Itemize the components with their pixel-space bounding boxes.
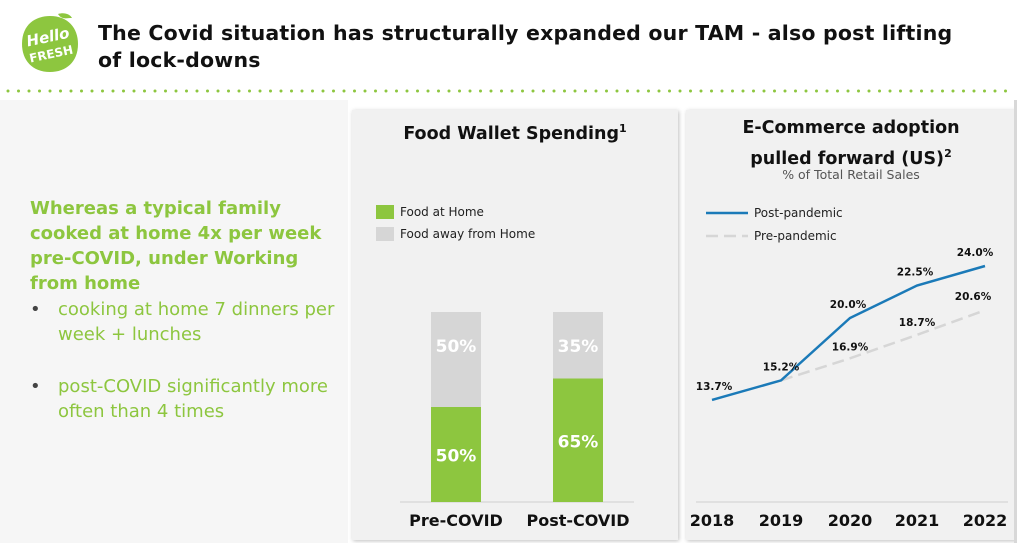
legend-swatch-grey <box>376 227 394 241</box>
post-data-label: 15.2% <box>763 361 800 373</box>
legend-label-post: Post-pandemic <box>754 206 843 220</box>
x-tick-label: 2018 <box>690 511 735 530</box>
headline-text: Whereas a typical family cooked at home … <box>30 198 322 294</box>
pre-data-label: 16.9% <box>832 341 869 353</box>
pre-data-label: 18.7% <box>899 317 936 329</box>
bar-category-label: Post-COVID <box>526 511 629 530</box>
hellofresh-logo: Hello FRESH <box>22 13 78 72</box>
ecommerce-title-line2: pulled forward (US)2 <box>750 147 952 169</box>
legend-label-pre: Pre-pandemic <box>754 229 837 243</box>
x-tick-label: 2019 <box>759 511 804 530</box>
ecommerce-title-line1: E-Commerce adoption <box>742 118 960 138</box>
bar-food-at-home-0 <box>431 407 481 502</box>
dotted-divider <box>6 89 1016 93</box>
bar-data-label: 35% <box>558 337 599 357</box>
bar-category-label: Pre-COVID <box>409 511 503 530</box>
x-tick-label: 2021 <box>895 511 940 530</box>
legend-food-away: Food away from Home <box>376 227 535 241</box>
pre-data-label: 20.6% <box>955 291 992 303</box>
bullet-text: post-COVID significantly more often than… <box>58 376 328 422</box>
bullet-dot: • <box>30 376 41 397</box>
x-tick-label: 2022 <box>963 511 1008 530</box>
bullet-item: • cooking at home 7 dinners per week + l… <box>30 297 350 347</box>
post-data-label: 13.7% <box>696 381 733 393</box>
ecommerce-card: E-Commerce adoption pulled forward (US)2… <box>686 110 1016 540</box>
bullet-item: • post-COVID significantly more often th… <box>30 374 350 424</box>
food-wallet-bar-chart: 50% 50% Pre-COVID 65% 35% Post-COVID <box>400 312 634 530</box>
bar-food-away-1 <box>553 312 603 379</box>
post-data-label: 20.0% <box>830 299 867 311</box>
legend-swatch-green <box>376 205 394 219</box>
bar-food-away-0 <box>431 312 481 407</box>
left-panel-background <box>0 100 348 543</box>
bullet-dot: • <box>30 299 41 320</box>
post-data-label: 22.5% <box>897 267 934 279</box>
bar-data-label: 50% <box>436 447 477 467</box>
ecommerce-line-chart: Post-pandemic Pre-pandemic 13.7% 15.2% 20.0%… <box>690 206 1008 530</box>
bullet-text: cooking at home 7 dinners per week + lun… <box>58 299 335 345</box>
bar-data-label: 65% <box>558 432 599 452</box>
series-line-post-pandemic <box>711 264 986 402</box>
food-wallet-title: Food Wallet Spending1 <box>403 122 627 144</box>
series-line-pre-pandemic <box>780 309 986 382</box>
food-wallet-card: Food Wallet Spending1 Food at Home Food … <box>352 110 678 540</box>
post-data-label: 24.0% <box>957 247 994 259</box>
right-edge-shadow <box>1014 100 1017 543</box>
ecommerce-subtitle: % of Total Retail Sales <box>782 167 920 182</box>
page-title: The Covid situation has structurally exp… <box>98 21 953 72</box>
legend-food-at-home: Food at Home <box>376 205 484 219</box>
bar-data-label: 50% <box>436 337 477 357</box>
x-tick-label: 2020 <box>828 511 873 530</box>
bar-food-at-home-1 <box>553 378 603 502</box>
